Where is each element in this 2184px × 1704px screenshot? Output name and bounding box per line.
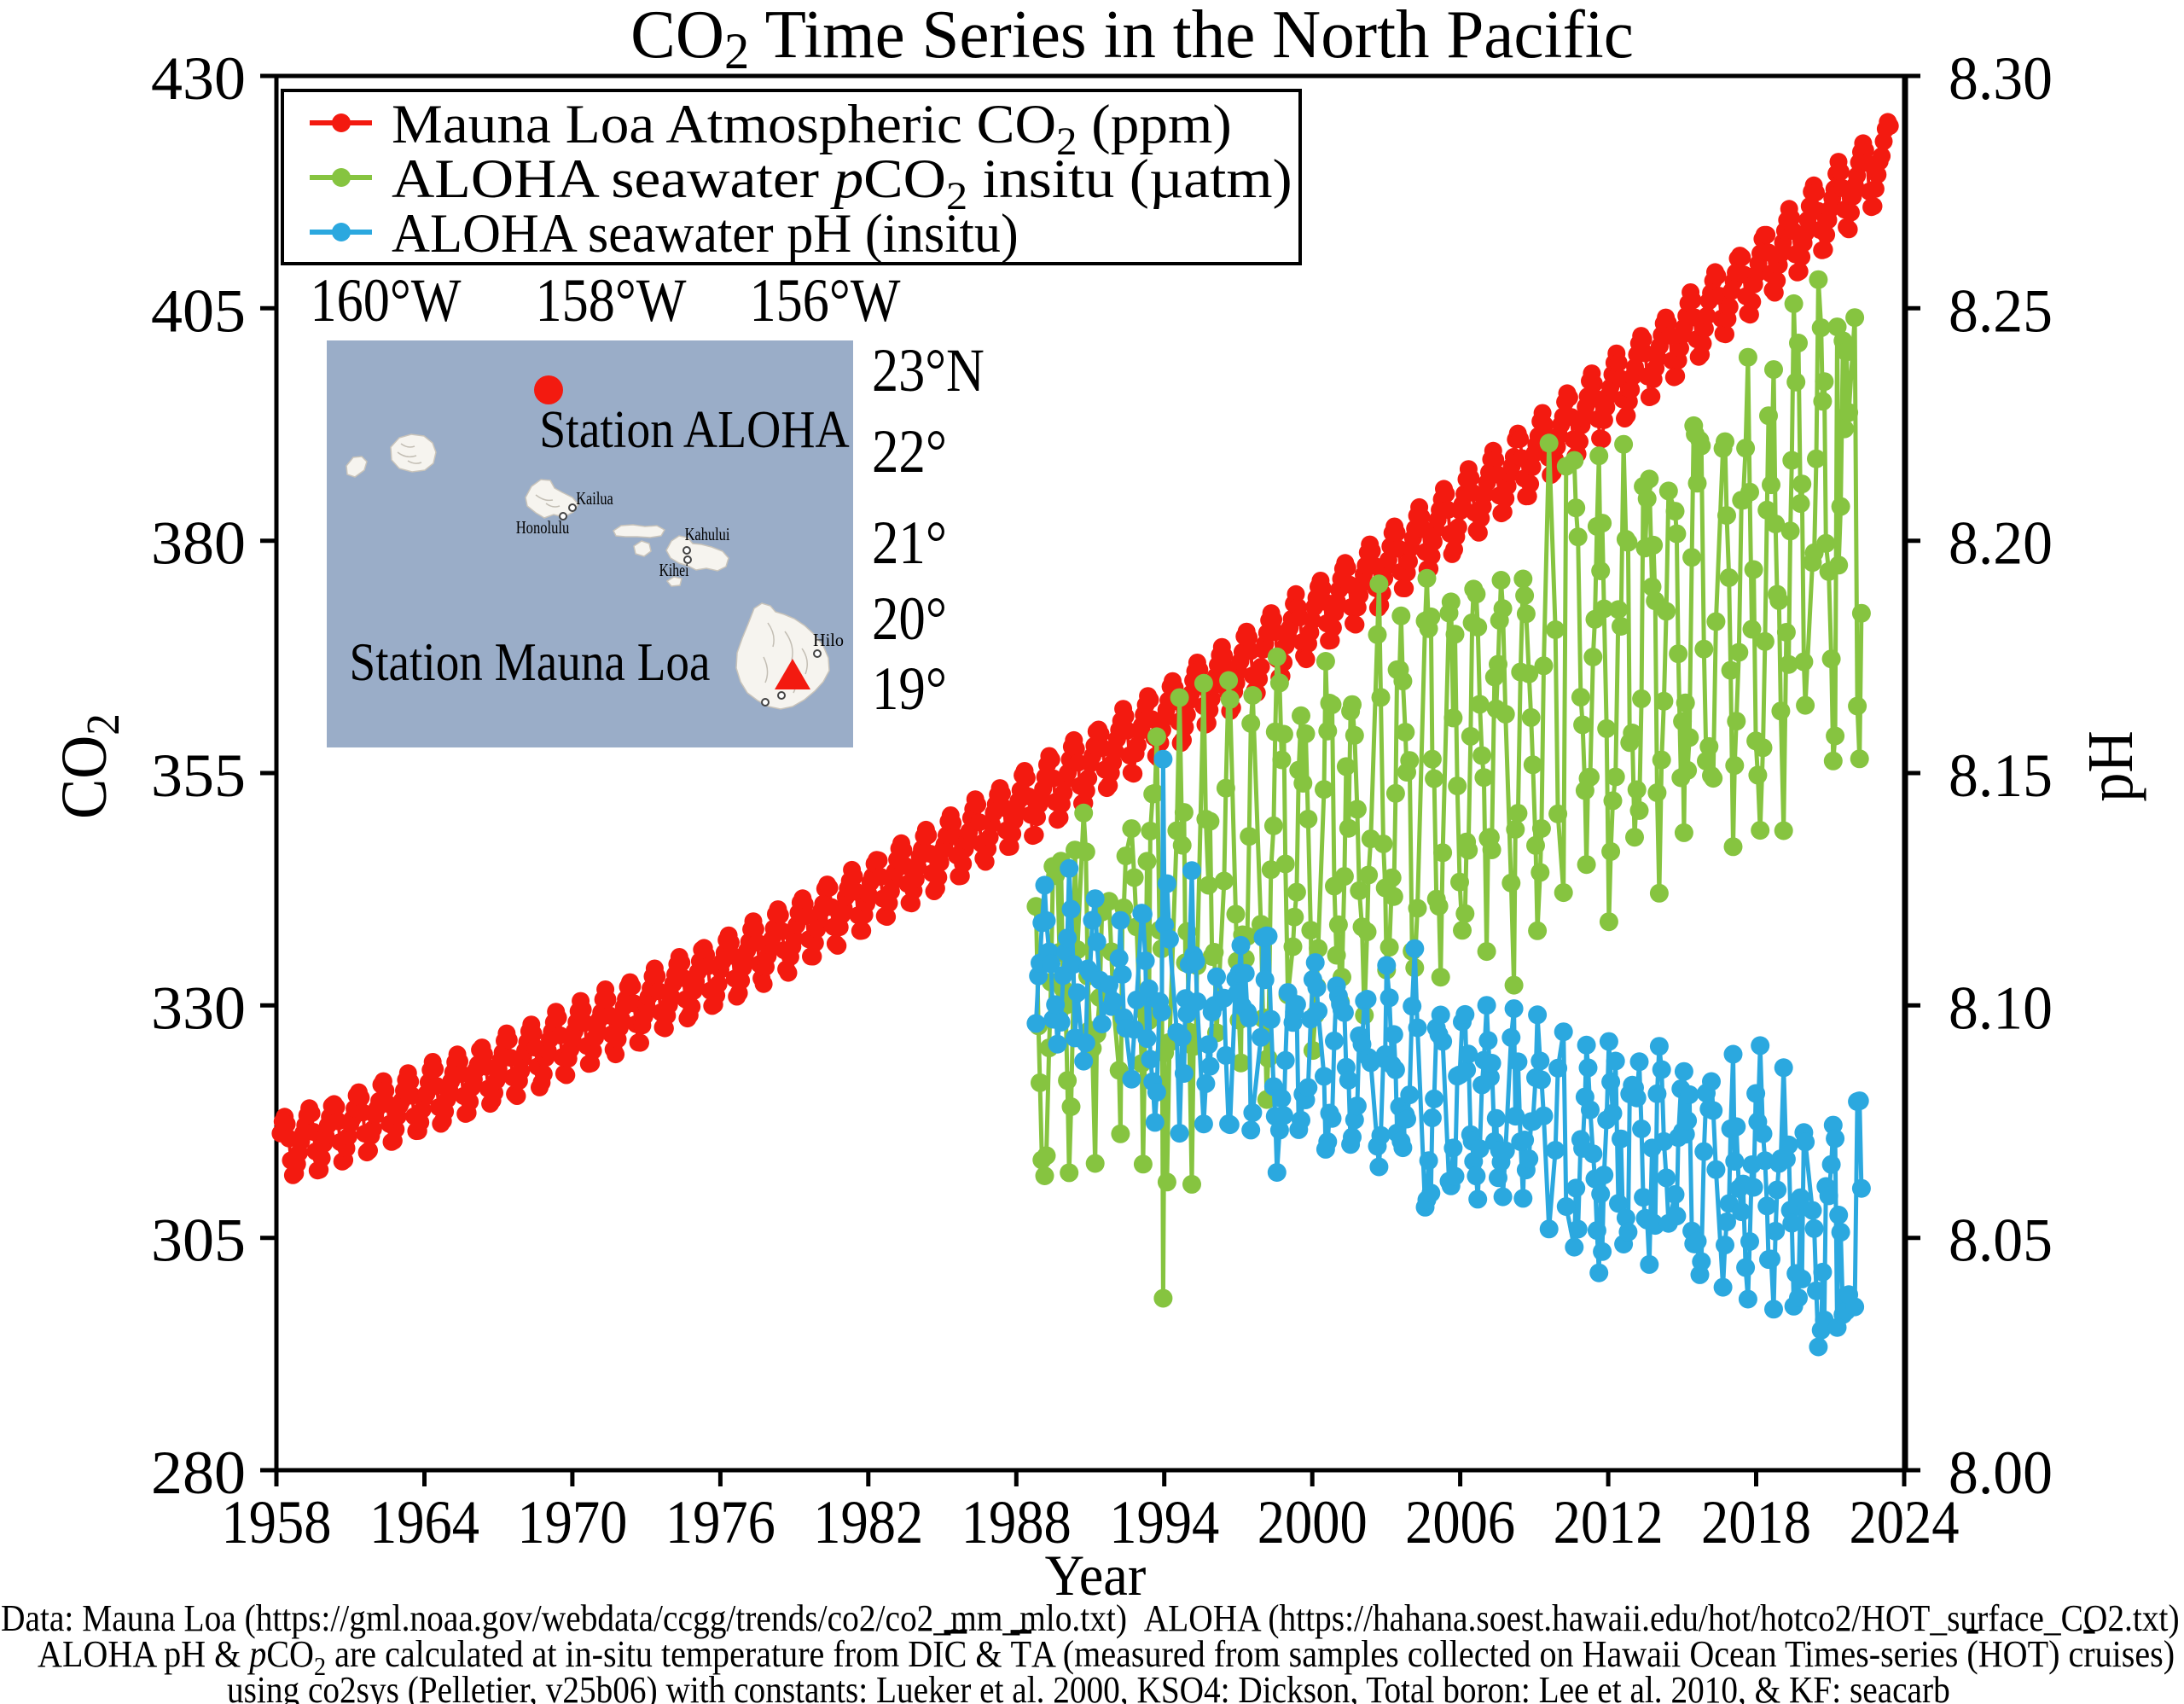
svg-text:2018: 2018 [1701, 1488, 1811, 1556]
svg-text:ALOHA pH & pCO2 are calculated: ALOHA pH & pCO2 are calculated at in-sit… [38, 1633, 2175, 1681]
svg-text:Year: Year [1045, 1544, 1147, 1608]
svg-text:8.25: 8.25 [1949, 277, 2053, 345]
svg-text:2024: 2024 [1850, 1488, 1960, 1556]
svg-text:ALOHA seawater pH (insitu): ALOHA seawater pH (insitu) [392, 202, 1019, 265]
svg-text:8.30: 8.30 [1949, 45, 2053, 113]
svg-text:1988: 1988 [961, 1488, 1072, 1556]
svg-text:19°: 19° [872, 654, 947, 723]
svg-text:280: 280 [151, 1439, 246, 1507]
svg-text:Kihei: Kihei [659, 561, 689, 581]
svg-text:Kahului: Kahului [685, 525, 730, 544]
svg-text:Station ALOHA: Station ALOHA [539, 399, 849, 459]
svg-text:160°W: 160°W [311, 266, 462, 334]
svg-text:8.20: 8.20 [1949, 510, 2053, 578]
svg-text:23°N: 23°N [872, 336, 985, 404]
svg-text:20°: 20° [872, 584, 947, 653]
svg-text:2000: 2000 [1258, 1488, 1368, 1556]
svg-text:1970: 1970 [517, 1488, 627, 1556]
svg-text:Mauna Loa Atmospheric CO2 (ppm: Mauna Loa Atmospheric CO2 (ppm) [392, 94, 1232, 164]
svg-text:1976: 1976 [665, 1488, 775, 1556]
svg-text:Data: Mauna Loa (https://gml.n: Data: Mauna Loa (https://gml.noaa.gov/we… [1, 1598, 2180, 1639]
svg-text:ALOHA seawater pCO2 insitu (µa: ALOHA seawater pCO2 insitu (µatm) [392, 148, 1292, 218]
svg-text:330: 330 [151, 974, 246, 1042]
svg-text:8.15: 8.15 [1949, 742, 2053, 810]
svg-text:22°: 22° [872, 417, 947, 486]
svg-text:8.05: 8.05 [1949, 1207, 2053, 1275]
svg-text:8.00: 8.00 [1949, 1439, 2053, 1507]
svg-text:430: 430 [151, 44, 246, 113]
svg-text:1958: 1958 [222, 1488, 332, 1556]
svg-text:Kailua: Kailua [576, 489, 613, 509]
svg-text:1994: 1994 [1109, 1488, 1219, 1556]
svg-text:2012: 2012 [1554, 1488, 1664, 1556]
svg-text:CO2: CO2 [49, 713, 130, 819]
svg-text:158°W: 158°W [536, 266, 687, 334]
svg-text:1982: 1982 [813, 1488, 923, 1556]
svg-text:CO2 Time Series in the North P: CO2 Time Series in the North Pacific [630, 0, 1634, 79]
svg-text:305: 305 [151, 1207, 246, 1275]
svg-text:Hilo: Hilo [813, 631, 844, 650]
svg-text:156°W: 156°W [750, 266, 901, 334]
svg-text:using co2sys (Pelletier, v25b0: using co2sys (Pelletier, v25b06) with co… [227, 1670, 1950, 1704]
svg-text:8.10: 8.10 [1949, 974, 2053, 1042]
svg-text:1964: 1964 [369, 1488, 479, 1556]
svg-text:2006: 2006 [1405, 1488, 1515, 1556]
svg-text:Station Mauna Loa: Station Mauna Loa [350, 632, 711, 692]
svg-text:405: 405 [151, 276, 246, 345]
svg-text:pH: pH [2075, 730, 2146, 802]
svg-text:21°: 21° [872, 509, 947, 577]
svg-text:380: 380 [151, 509, 246, 578]
svg-text:Honolulu: Honolulu [516, 518, 570, 538]
svg-text:355: 355 [151, 742, 246, 810]
